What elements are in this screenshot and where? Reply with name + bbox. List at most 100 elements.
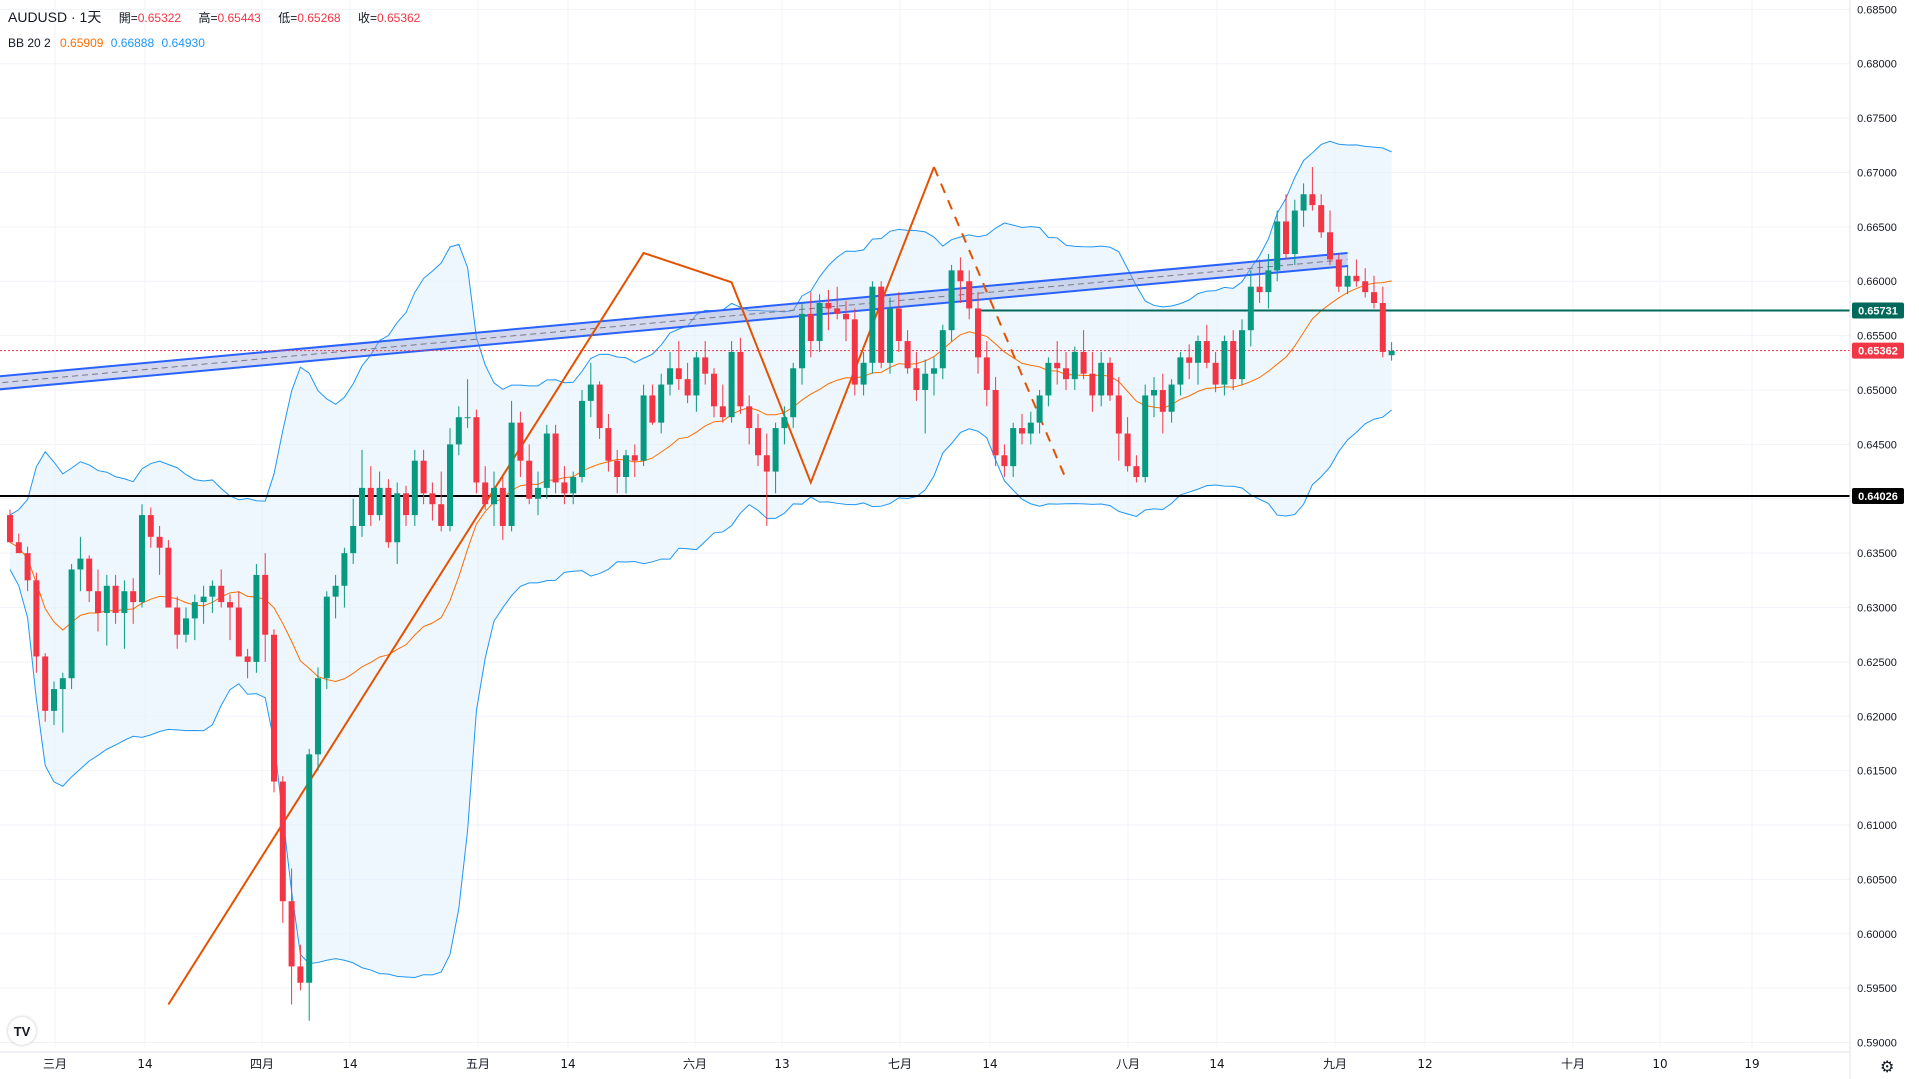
time-tick-label: 八月 — [1116, 1057, 1140, 1071]
candles-layer[interactable] — [7, 167, 1395, 1021]
open-label: 開= — [118, 11, 138, 25]
candle-body — [288, 901, 295, 967]
open-value: 0.65322 — [137, 11, 182, 25]
candle-body — [737, 351, 744, 407]
candle-body — [1177, 357, 1184, 385]
gear-icon[interactable]: ⚙ — [1880, 1059, 1895, 1076]
candle-body — [1309, 194, 1316, 206]
candle-body — [438, 504, 445, 526]
time-tick-label: 五月 — [466, 1057, 490, 1071]
price-tick-label: 0.67000 — [1857, 167, 1897, 179]
price-tick-label: 0.68000 — [1857, 59, 1897, 71]
candle-body — [332, 585, 339, 597]
candle-body — [1283, 221, 1289, 255]
candle-body — [235, 607, 242, 657]
candle-body — [1371, 292, 1377, 303]
price-label-badge — [1852, 302, 1904, 319]
candle-body — [95, 591, 101, 613]
candle-body — [1203, 341, 1210, 363]
candle-body — [790, 368, 797, 418]
candle-body — [1274, 221, 1281, 271]
candle-body — [781, 417, 788, 429]
candle-body — [895, 308, 902, 342]
candle-body — [1142, 395, 1149, 478]
candle-body — [746, 406, 753, 429]
candle-body — [887, 308, 893, 363]
symbol-title[interactable]: AUDUSD · 1天 — [8, 9, 102, 25]
candle-body — [904, 341, 911, 369]
candle-body — [491, 487, 497, 505]
candle-body — [614, 460, 621, 478]
candle-body — [878, 286, 885, 363]
candle-body — [174, 607, 181, 635]
candle-body — [156, 536, 163, 548]
candle-body — [508, 422, 515, 526]
candle-body — [1318, 205, 1325, 233]
candle-body — [367, 487, 374, 516]
candle-body — [1133, 466, 1140, 478]
candle-body — [1300, 194, 1307, 211]
candle-body — [139, 515, 145, 603]
candle-body — [1089, 373, 1096, 396]
candle-body — [455, 417, 462, 445]
candle-body — [1379, 303, 1386, 352]
time-tick-label: 七月 — [888, 1057, 912, 1071]
candle-body — [262, 574, 269, 635]
candle-body — [1010, 428, 1017, 467]
candle-body — [191, 602, 198, 619]
candle-body — [130, 591, 137, 603]
price-tick-label: 0.62000 — [1857, 711, 1897, 723]
candle-body — [772, 428, 779, 472]
price-tick-label: 0.60000 — [1857, 929, 1897, 941]
candle-body — [719, 406, 726, 418]
candle-body — [499, 487, 506, 526]
candle-body — [1291, 210, 1298, 255]
candle-body — [24, 553, 31, 581]
bollinger-band-fill — [9, 140, 1392, 978]
candle-body — [975, 308, 981, 358]
candle-body — [1159, 390, 1166, 412]
candle-body — [147, 515, 154, 537]
candle-body — [244, 656, 251, 662]
candle-body — [1115, 395, 1122, 434]
candle-body — [755, 428, 761, 456]
tradingview-logo-icon[interactable]: TV — [8, 1017, 36, 1045]
price-tick-label: 0.59500 — [1857, 983, 1897, 995]
resistance-channel-midline — [0, 258, 1348, 384]
candle-body — [1195, 341, 1201, 363]
candle-body — [763, 455, 770, 472]
candle-body — [297, 966, 304, 983]
candle-body — [957, 270, 964, 282]
time-axis[interactable]: 三月 14 四月 14 五月 14 六月 13 七月 14 八月 14 九月 12 十月 10 19 — [0, 1051, 1850, 1071]
candle-body — [315, 678, 321, 755]
candle-body — [860, 362, 867, 385]
price-tick-label: 0.59000 — [1857, 1038, 1897, 1050]
candle-body — [1247, 286, 1254, 331]
time-tick-label: 14 — [560, 1057, 575, 1071]
time-tick-label: 19 — [1744, 1057, 1759, 1071]
candle-body — [403, 493, 409, 516]
candle-body — [279, 781, 286, 902]
price-label-text: 0.65731 — [1858, 306, 1898, 318]
candle-body — [579, 400, 585, 478]
candle-body — [121, 591, 128, 613]
price-tick-label: 0.60500 — [1857, 874, 1897, 886]
candle-body — [834, 308, 841, 314]
candle-body — [33, 580, 40, 657]
candle-body — [1353, 275, 1360, 282]
indicator-legend[interactable]: BB 20 2 0.65909 0.66888 0.64930 — [8, 34, 420, 52]
candle-body — [702, 357, 709, 374]
candle-body — [1388, 350, 1395, 356]
candle-body — [350, 525, 357, 554]
price-tick-label: 0.67500 — [1857, 113, 1897, 125]
close-label: 收= — [357, 11, 377, 25]
candle-body — [103, 585, 110, 613]
price-axis[interactable]: 0.68500 0.68000 0.67500 0.67000 0.66500 0.660… — [1849, 0, 1904, 1079]
indicator-name[interactable]: BB 20 2 — [8, 36, 51, 50]
candle-body — [1098, 362, 1105, 396]
candle-body — [913, 368, 920, 391]
candle-body — [359, 487, 365, 526]
candle-body — [658, 384, 665, 423]
candle-body — [543, 433, 550, 488]
